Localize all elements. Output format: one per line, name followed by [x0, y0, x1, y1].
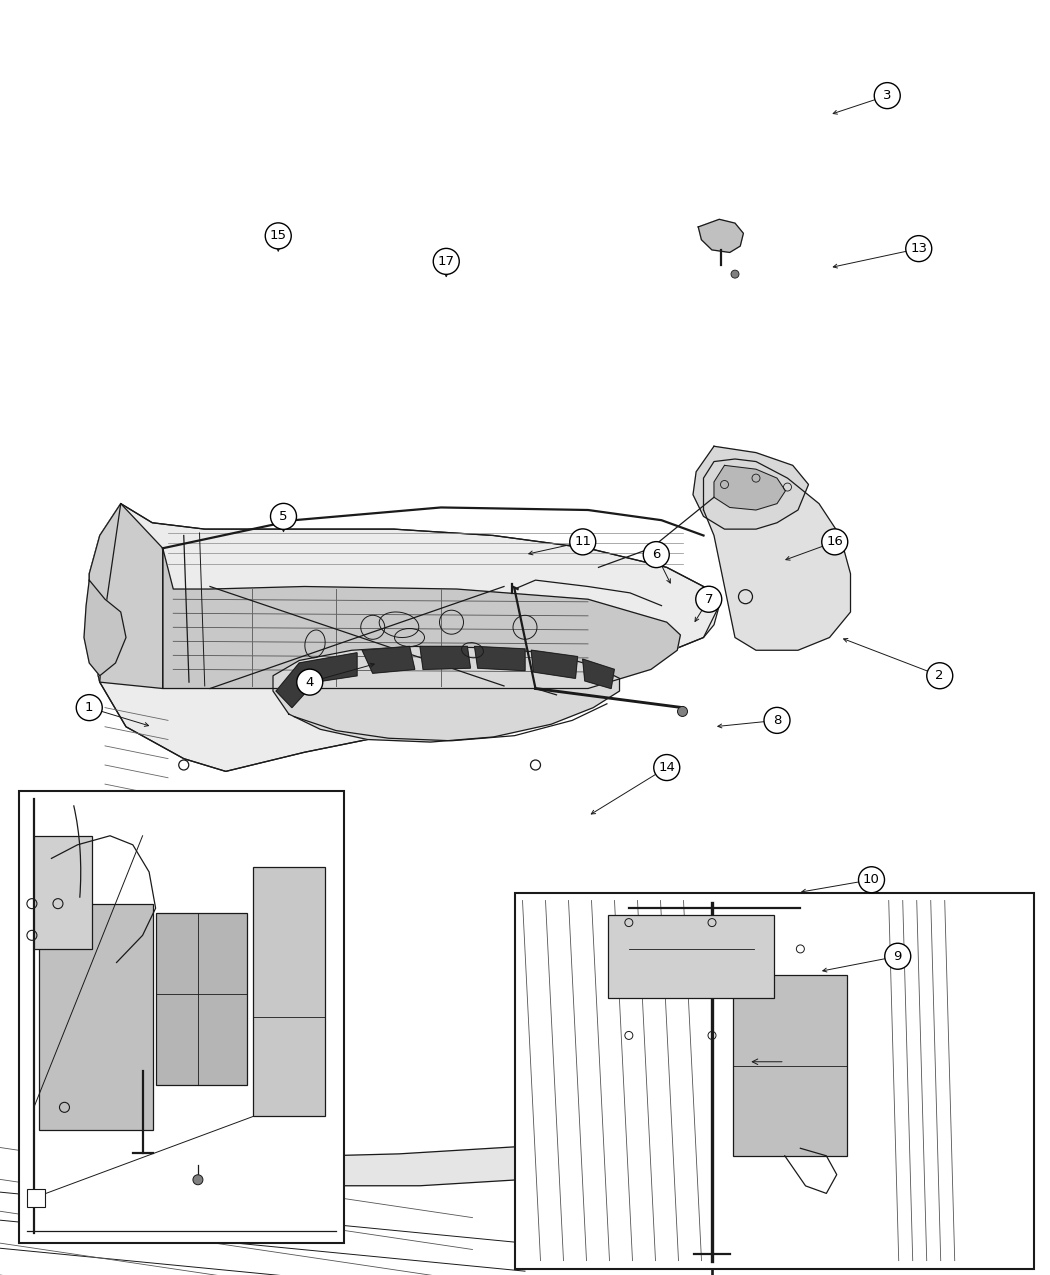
FancyBboxPatch shape: [27, 1188, 45, 1207]
Polygon shape: [163, 548, 680, 688]
Polygon shape: [583, 659, 614, 689]
FancyBboxPatch shape: [733, 975, 847, 1155]
Text: 16: 16: [826, 536, 843, 548]
Circle shape: [77, 695, 102, 720]
Text: 14: 14: [658, 761, 675, 774]
Text: 6: 6: [652, 548, 660, 561]
Circle shape: [193, 1174, 203, 1184]
Circle shape: [271, 504, 296, 529]
Polygon shape: [105, 1135, 756, 1186]
Polygon shape: [84, 580, 126, 676]
Circle shape: [266, 223, 291, 249]
Text: 10: 10: [863, 873, 880, 886]
Polygon shape: [89, 504, 719, 771]
FancyBboxPatch shape: [155, 913, 247, 1085]
FancyBboxPatch shape: [39, 904, 153, 1130]
Text: 4: 4: [306, 676, 314, 688]
Text: 3: 3: [883, 89, 891, 102]
Circle shape: [434, 249, 459, 274]
Text: 17: 17: [438, 255, 455, 268]
Text: 15: 15: [270, 230, 287, 242]
Circle shape: [822, 529, 847, 555]
Circle shape: [885, 944, 910, 969]
Polygon shape: [420, 646, 470, 669]
Polygon shape: [273, 646, 620, 742]
Text: 2: 2: [936, 669, 944, 682]
Polygon shape: [531, 650, 578, 678]
Circle shape: [696, 586, 721, 612]
Text: 1: 1: [85, 701, 93, 714]
Circle shape: [859, 867, 884, 892]
Polygon shape: [100, 504, 719, 771]
Circle shape: [927, 663, 952, 688]
Text: 7: 7: [705, 593, 713, 606]
Circle shape: [297, 669, 322, 695]
Circle shape: [731, 270, 739, 278]
Circle shape: [875, 83, 900, 108]
Circle shape: [764, 708, 790, 733]
Polygon shape: [704, 459, 850, 650]
FancyBboxPatch shape: [608, 915, 775, 998]
Polygon shape: [698, 219, 743, 252]
FancyBboxPatch shape: [19, 790, 344, 1243]
FancyBboxPatch shape: [514, 892, 1034, 1269]
FancyBboxPatch shape: [253, 867, 324, 1117]
Circle shape: [570, 529, 595, 555]
Text: 5: 5: [279, 510, 288, 523]
Polygon shape: [89, 504, 163, 688]
Polygon shape: [714, 465, 785, 510]
Text: 11: 11: [574, 536, 591, 548]
Text: 8: 8: [773, 714, 781, 727]
Circle shape: [677, 706, 688, 717]
Polygon shape: [693, 446, 808, 529]
Text: 13: 13: [910, 242, 927, 255]
Circle shape: [906, 236, 931, 261]
Circle shape: [654, 755, 679, 780]
Polygon shape: [276, 653, 357, 708]
Polygon shape: [475, 646, 525, 671]
Polygon shape: [362, 646, 415, 673]
Circle shape: [644, 542, 669, 567]
Text: 9: 9: [894, 950, 902, 963]
FancyBboxPatch shape: [34, 836, 92, 949]
